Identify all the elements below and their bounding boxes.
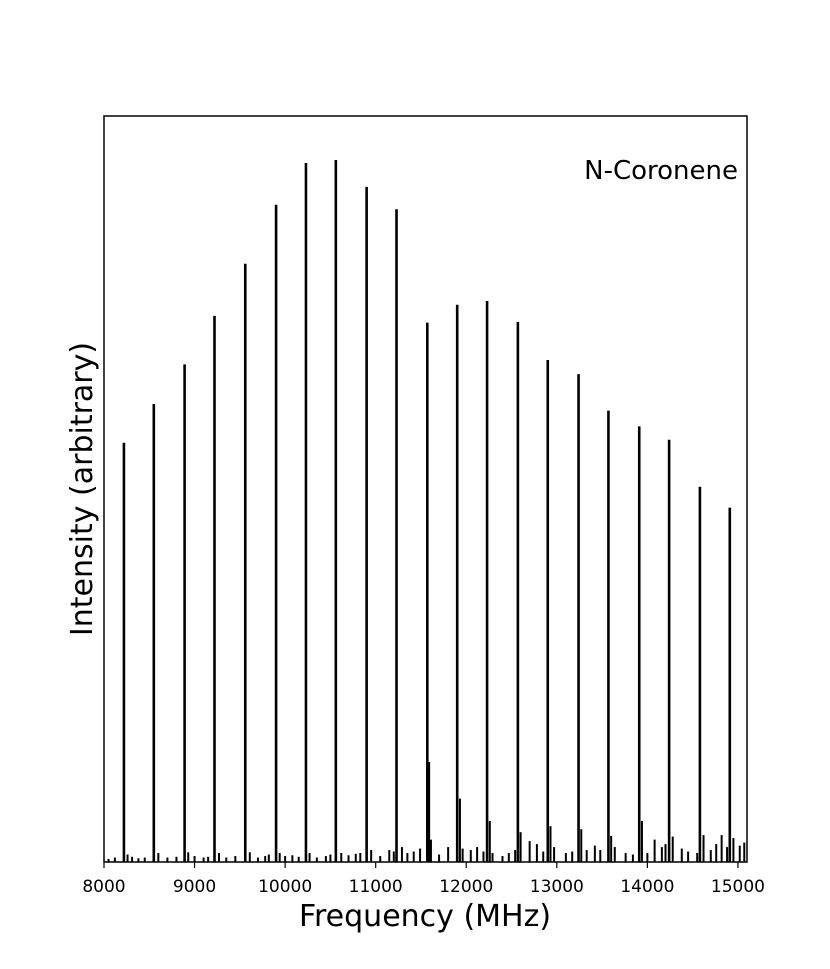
x-tick-label: 13000 — [530, 877, 584, 897]
x-tick-label: 14000 — [620, 877, 674, 897]
plot-frame — [103, 115, 748, 863]
x-axis-ticks: 8000 9000 10000 11000 12000 13000 14000 15000 — [82, 862, 765, 897]
y-axis-label: Intensity (arbitrary) — [65, 342, 100, 636]
x-tick-label: 9000 — [173, 877, 216, 897]
x-tick-label: 8000 — [82, 877, 125, 897]
x-tick-label: 10000 — [258, 877, 312, 897]
x-tick-label: 11000 — [349, 877, 403, 897]
x-tick-label: 12000 — [439, 877, 493, 897]
spectral-lines — [107, 160, 746, 862]
x-tick-label: 15000 — [711, 877, 765, 897]
molecule-annotation: N-Coronene — [584, 156, 738, 186]
x-axis-label: Frequency (MHz) — [299, 899, 551, 934]
